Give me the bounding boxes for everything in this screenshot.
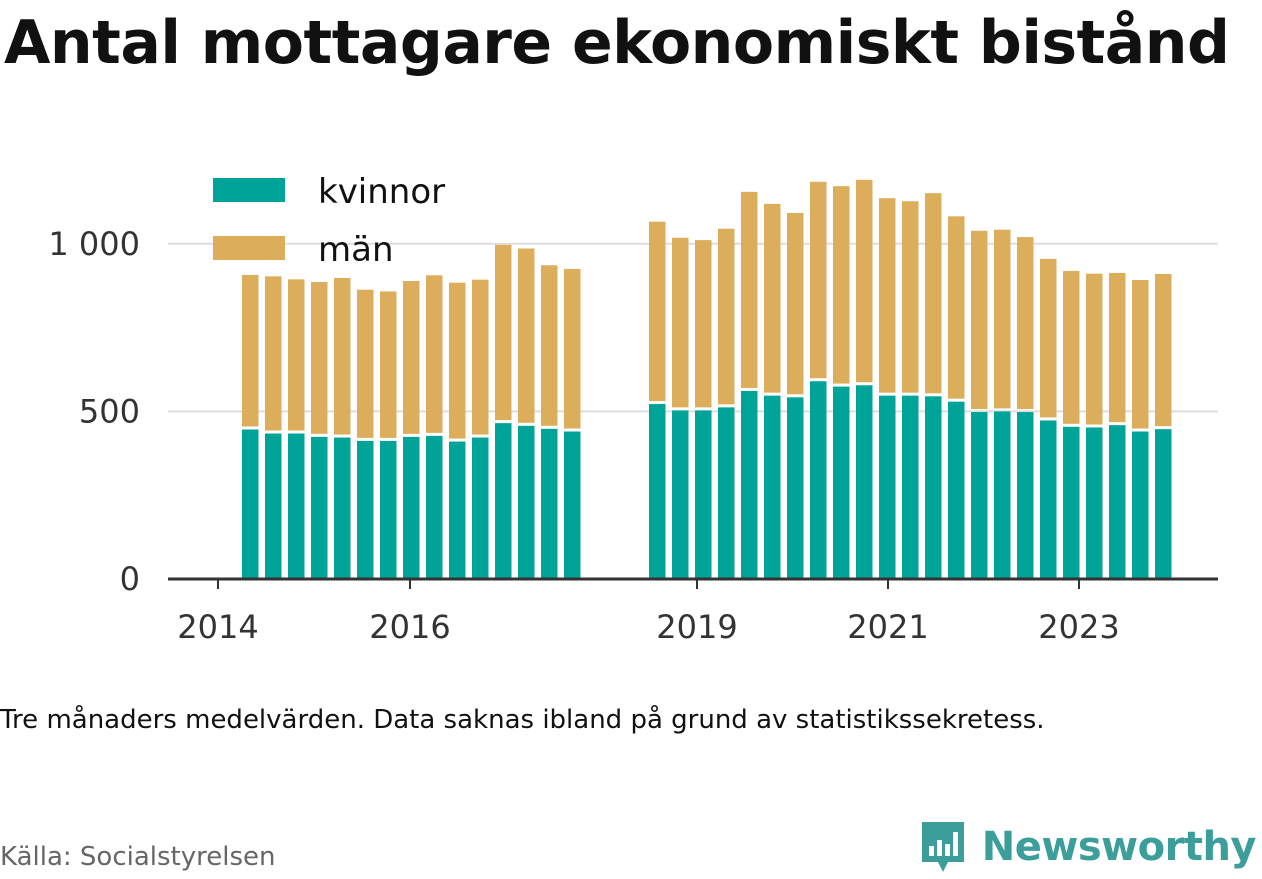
bar-kvinnor [495,423,512,579]
bar-man [718,228,735,405]
bar-man [288,279,305,431]
bar-kvinnor [1132,431,1149,579]
bar-kvinnor [357,440,374,579]
bar-kvinnor [518,425,535,579]
legend-swatch-man [213,236,285,260]
brand-logo: Newsworthy [918,818,1257,876]
bar-man [856,179,873,383]
bar-kvinnor [856,385,873,579]
y-tick-labels: 0 500 1 000 [48,225,140,598]
bar-man [672,237,689,408]
bar-man [695,240,712,408]
bar-kvinnor [1086,427,1103,579]
bar-man [810,181,827,379]
bar-man [380,291,397,438]
bar-man [879,198,896,393]
bar-man [833,186,850,384]
bar-kvinnor [1155,429,1172,579]
bar-kvinnor [649,404,666,579]
bar-kvinnor [672,410,689,579]
bars [242,179,1172,579]
legend-swatch-kvinnor [213,178,285,202]
bar-kvinnor [741,390,758,579]
bar-man [541,265,558,426]
bar-man [1155,273,1172,427]
bar-man [311,282,328,434]
bar-kvinnor [541,428,558,579]
bar-kvinnor [403,436,420,579]
x-tick-label: 2023 [1038,608,1119,646]
chart-title: Antal mottagare ekonomiskt bistånd [4,8,1230,78]
bar-man [1017,237,1034,410]
x-tick-label: 2019 [656,608,737,646]
bar-kvinnor [1017,412,1034,579]
x-tick-label: 2014 [177,608,258,646]
legend: kvinnor män [213,172,445,270]
bar-man [564,268,581,429]
bar-man [649,221,666,402]
bar-kvinnor [426,435,443,579]
bar-man [449,282,466,439]
bar-man [994,229,1011,409]
bar-man [902,201,919,393]
bar-kvinnor [265,433,282,579]
bar-kvinnor [334,437,351,579]
bar-kvinnor [764,395,781,579]
bar-man [971,230,988,410]
y-tick-label: 500 [79,392,140,430]
source-text: Källa: Socialstyrelsen [0,842,276,872]
bar-kvinnor [948,401,965,579]
bar-man [925,193,942,394]
y-tick-label: 0 [120,560,140,598]
bar-man [472,279,489,435]
bar-kvinnor [994,411,1011,579]
bar-kvinnor [833,386,850,579]
bar-kvinnor [879,395,896,579]
bar-kvinnor [311,436,328,579]
bar-man [426,275,443,433]
bar-kvinnor [288,433,305,579]
bar-man [1132,280,1149,429]
bar-man [948,216,965,399]
bar-man [1086,273,1103,425]
brand-name: Newsworthy [981,824,1257,870]
x-tick-label: 2021 [847,608,928,646]
bar-man [518,248,535,423]
bar-man [242,274,259,427]
y-tick-label: 1 000 [48,225,140,263]
bar-man [403,281,420,434]
bar-kvinnor [1063,426,1080,579]
bar-kvinnor [449,441,466,579]
bar-kvinnor [810,381,827,579]
bar-man [1109,272,1126,423]
bar-man [787,212,804,395]
bar-man [1040,258,1057,418]
bar-kvinnor [718,407,735,579]
bar-man [357,289,374,438]
bar-kvinnor [564,431,581,579]
newsworthy-icon [921,822,964,872]
bar-man [1063,270,1080,424]
bar-man [334,277,351,435]
bar-kvinnor [695,410,712,579]
bar-kvinnor [380,440,397,579]
bar-kvinnor [1109,425,1126,579]
chart-note: Tre månaders medelvärden. Data saknas ib… [0,705,1045,735]
bar-kvinnor [242,429,259,579]
legend-label-kvinnor: kvinnor [318,172,445,212]
legend-label-man: män [318,230,394,270]
bar-man [764,203,781,393]
x-ticks: 2014 2016 2019 2021 2023 [177,579,1120,646]
bar-man [741,191,758,388]
x-tick-label: 2016 [369,608,450,646]
bar-kvinnor [971,412,988,579]
bar-kvinnor [472,437,489,579]
chart: 0 500 1 000 2014 2016 2019 2021 2023 kvinnor m… [48,172,1218,646]
bar-kvinnor [925,396,942,579]
bar-kvinnor [1040,420,1057,579]
bar-kvinnor [902,395,919,579]
bar-man [495,244,512,421]
bar-man [265,276,282,431]
bar-kvinnor [787,397,804,579]
